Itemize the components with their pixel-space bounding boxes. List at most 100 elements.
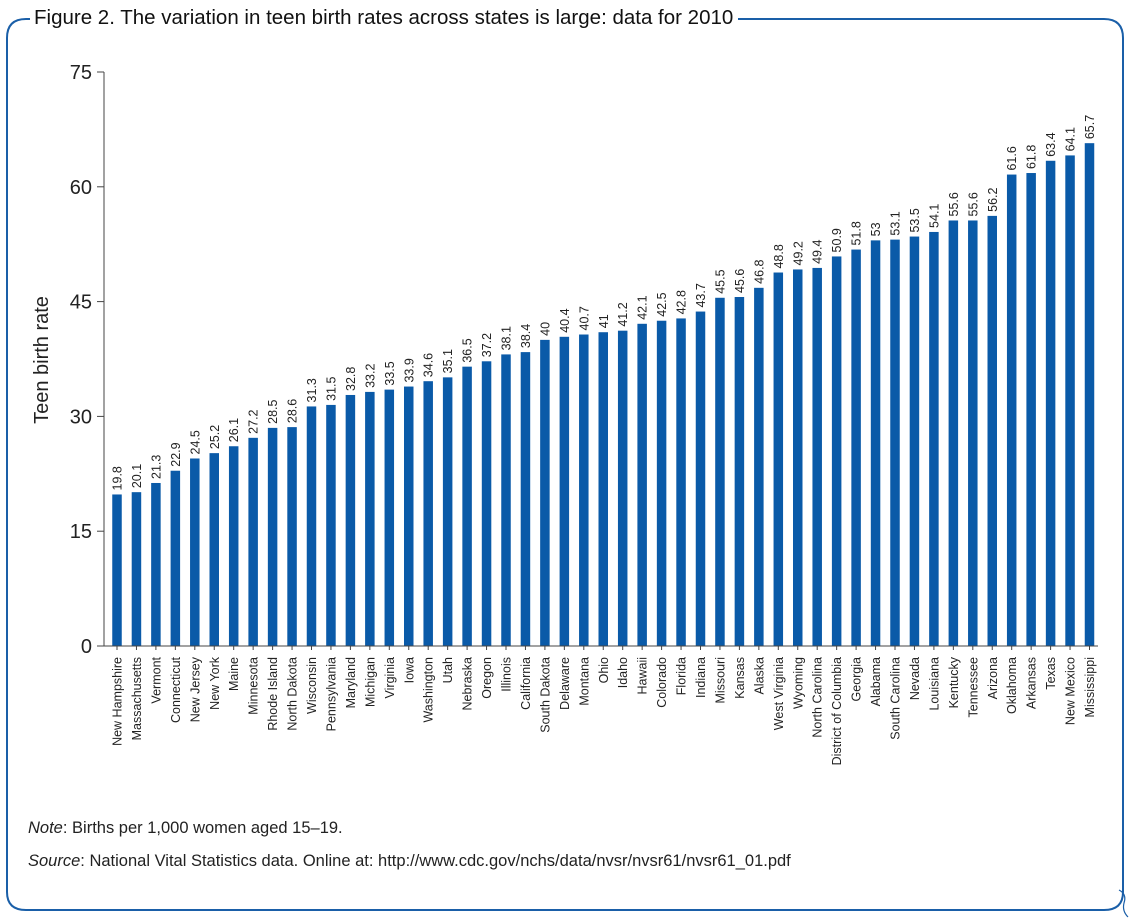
- note-label: Note: [28, 819, 63, 837]
- x-tick-label: Pennsylvania: [324, 657, 338, 731]
- bar: [617, 330, 628, 646]
- bar-value-label: 42.8: [675, 290, 689, 314]
- bar-value-label: 27.2: [247, 409, 261, 433]
- y-tick-label: 0: [81, 636, 92, 658]
- x-tick-label: Arkansas: [1025, 657, 1039, 709]
- bar: [540, 339, 550, 646]
- bar: [306, 406, 317, 646]
- x-tick-label: North Dakota: [286, 657, 300, 731]
- x-tick-label: Louisiana: [927, 657, 941, 711]
- bar-value-label: 55.6: [966, 192, 980, 216]
- bar: [1084, 143, 1095, 646]
- bar-value-label: 42.1: [636, 295, 650, 319]
- bar-value-label: 31.5: [324, 377, 338, 401]
- x-tick-label: South Carolina: [889, 657, 903, 740]
- bar-value-label: 63.4: [1044, 132, 1058, 156]
- bar-value-label: 61.8: [1025, 145, 1039, 169]
- x-tick-label: Vermont: [149, 656, 163, 703]
- bar-value-label: 37.2: [480, 333, 494, 357]
- bar: [734, 297, 745, 646]
- y-tick-label: 75: [70, 62, 92, 84]
- bar-value-label: 36.5: [461, 338, 475, 362]
- bar-value-label: 53: [869, 222, 883, 236]
- x-tick-label: New Hampshire: [111, 657, 125, 746]
- bar-value-label: 31.3: [305, 378, 319, 402]
- x-tick-label: Iowa: [402, 657, 416, 683]
- bar-value-label: 32.8: [344, 367, 358, 391]
- bar: [1065, 155, 1075, 646]
- bar-value-label: 50.9: [830, 228, 844, 252]
- bar: [481, 361, 492, 646]
- bar: [754, 287, 764, 646]
- bar: [676, 318, 686, 646]
- bar: [987, 215, 997, 646]
- x-tick-label: Georgia: [850, 657, 864, 702]
- bar-value-label: 65.7: [1083, 115, 1097, 139]
- bar-value-label: 20.1: [130, 464, 144, 488]
- bar: [948, 220, 959, 646]
- x-tick-label: Wisconsin: [305, 657, 319, 714]
- bar: [870, 240, 881, 646]
- bar-value-label: 53.1: [889, 211, 903, 235]
- bar-value-label: 34.6: [422, 353, 436, 377]
- source-text: : National Vital Statistics data. Online…: [80, 852, 791, 870]
- bar-value-label: 53.5: [908, 208, 922, 232]
- y-tick-label: 30: [70, 406, 92, 428]
- bar: [228, 446, 239, 646]
- bar: [1045, 160, 1056, 646]
- figure-source: Source: National Vital Statistics data. …: [28, 852, 791, 871]
- bar: [209, 453, 219, 646]
- bar: [637, 323, 647, 646]
- iza-logo: [1118, 889, 1129, 918]
- bar: [968, 220, 978, 646]
- bar-value-label: 54.1: [927, 204, 941, 228]
- bar: [1026, 173, 1036, 647]
- x-tick-label: Connecticut: [169, 656, 183, 723]
- figure-title: Figure 2. The variation in teen birth ra…: [30, 6, 739, 30]
- bar-value-label: 35.1: [441, 349, 455, 373]
- x-tick-label: District of Columbia: [830, 657, 844, 765]
- bar-value-label: 49.2: [791, 241, 805, 265]
- bar-value-label: 38.4: [519, 324, 533, 348]
- x-tick-label: West Virginia: [772, 657, 786, 730]
- figure-note: Note: Births per 1,000 women aged 15–19.: [28, 819, 343, 838]
- bar: [695, 311, 706, 646]
- bar-value-label: 33.2: [363, 364, 377, 388]
- bar-value-label: 26.1: [227, 418, 241, 442]
- x-tick-label: Kentucky: [947, 656, 961, 708]
- source-label: Source: [28, 852, 81, 870]
- bar-value-label: 24.5: [188, 430, 202, 454]
- bar: [112, 494, 122, 646]
- bar: [326, 404, 336, 646]
- x-tick-label: Oklahoma: [1005, 657, 1019, 714]
- bar: [812, 267, 822, 646]
- bar-value-label: 33.5: [383, 361, 397, 385]
- bar: [929, 231, 939, 647]
- bar-value-label: 28.5: [266, 400, 280, 424]
- bar-value-label: 40.7: [577, 306, 591, 330]
- x-tick-label: Illinois: [500, 657, 514, 692]
- x-tick-label: New York: [208, 656, 222, 710]
- bar: [1006, 174, 1017, 646]
- bar-value-label: 42.5: [655, 292, 669, 316]
- bar-value-label: 40: [538, 322, 552, 336]
- x-axis: New Hampshire Massachusetts Vermont Connect…: [104, 645, 1098, 765]
- x-tick-label: Delaware: [558, 657, 572, 710]
- bar-value-label: 41: [597, 314, 611, 328]
- y-axis: 0 15 30 45 60 75: [70, 62, 105, 658]
- bar: [190, 458, 200, 646]
- x-tick-label: South Dakota: [538, 657, 552, 733]
- x-tick-label: Oregon: [480, 657, 494, 699]
- bars: 19.8 20.1 21.3 22.9 24.5 25.2 26.1 27.2 28.5 28.6…: [111, 115, 1097, 647]
- x-tick-label: Mississippi: [1083, 657, 1097, 717]
- x-tick-label: Missouri: [713, 657, 727, 704]
- bar-value-label: 21.3: [149, 455, 163, 479]
- bar: [404, 386, 414, 646]
- bar-value-label: 19.8: [111, 466, 125, 490]
- x-tick-label: Nebraska: [461, 657, 475, 711]
- bar-value-label: 41.2: [616, 302, 630, 326]
- y-axis-label: Teen birth rate: [31, 296, 53, 424]
- x-tick-label: Kansas: [733, 657, 747, 699]
- bar-value-label: 45.6: [733, 269, 747, 293]
- bar: [656, 320, 667, 646]
